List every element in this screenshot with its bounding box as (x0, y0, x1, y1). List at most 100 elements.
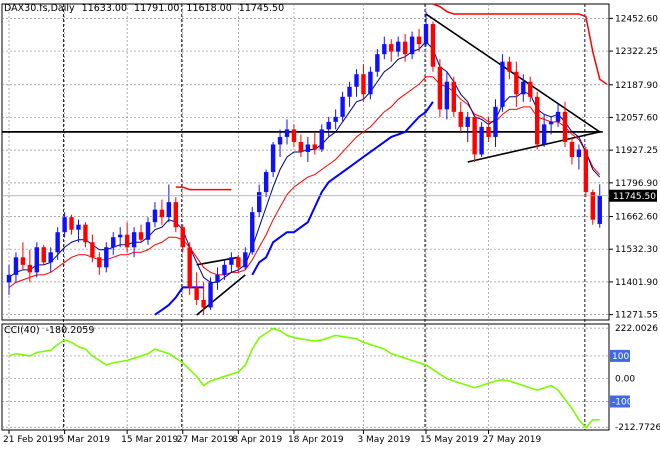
candle-body (576, 149, 582, 157)
candle-body (326, 121, 331, 130)
candle-body (451, 81, 456, 112)
cci-tick-label: 100 (612, 352, 629, 362)
trendline (196, 274, 246, 316)
price-tick-label: 11662.60 (615, 213, 658, 223)
cci-tick-label: -212.7726 (615, 423, 660, 433)
cci-value: -180.2059 (45, 325, 95, 336)
candle-body (104, 247, 109, 268)
candle-body (131, 232, 137, 248)
candle-body (215, 274, 220, 283)
x-tick-label: 8 Apr 2019 (232, 435, 282, 445)
candle-body (514, 71, 519, 95)
candle-body (291, 129, 297, 142)
candle-body (423, 24, 429, 45)
candle-body (180, 227, 185, 248)
candle-body (111, 237, 116, 248)
x-tick-label: 27 May 2019 (483, 435, 542, 445)
candle-body (465, 116, 470, 127)
candle-body (444, 81, 450, 110)
candle-body (166, 202, 172, 218)
candle-body (368, 71, 373, 95)
cci-tick-label: 222.0026 (615, 324, 658, 334)
cci-tick-label: -100 (612, 398, 633, 408)
candle-body (472, 116, 477, 155)
candle-body (229, 257, 234, 265)
candle-body (201, 299, 206, 308)
candle-body (555, 111, 561, 122)
candle-body (312, 144, 317, 150)
candle-body (382, 44, 387, 55)
x-tick-label: 15 Mar 2019 (121, 435, 178, 445)
symbol-label: DAX30.fs,Daily (4, 3, 75, 14)
x-tick-label: 5 Mar 2019 (59, 435, 111, 445)
fast-ema-line (8, 40, 601, 283)
candle-body (118, 234, 123, 238)
price-header: DAX30.fs,Daily 11633.00 11791.00 11618.0… (4, 3, 288, 14)
candle-body (69, 217, 74, 230)
candle-body (173, 202, 178, 228)
candle-body (396, 41, 401, 52)
x-tick-label: 27 Mar 2019 (177, 435, 234, 445)
candle-body (222, 264, 227, 275)
candle-body (277, 136, 283, 145)
candle-body (298, 141, 304, 152)
slow-ema-line (8, 76, 601, 288)
candle-body (347, 86, 352, 97)
candle-body (333, 116, 338, 122)
candle-body (541, 124, 547, 145)
candle-body (430, 24, 436, 67)
candle-body (159, 209, 165, 218)
price-tick-label: 12187.90 (615, 81, 658, 91)
candle-body (284, 129, 290, 137)
candle-body (97, 257, 102, 268)
candle-body (194, 287, 199, 300)
candle-body (507, 61, 512, 72)
candle-body (250, 212, 255, 253)
price-tick-label: 11927.25 (615, 146, 658, 156)
cci-level-tag (610, 395, 630, 408)
candle-body (354, 74, 359, 87)
candle-body (76, 224, 81, 230)
cci-line (8, 327, 600, 429)
candle-body (62, 217, 67, 233)
candle-body (257, 192, 262, 213)
candle-body (124, 234, 130, 248)
candle-body (548, 121, 554, 125)
candle-body (270, 144, 276, 173)
candle-body (437, 66, 443, 110)
candle-body (48, 252, 53, 263)
price-panel-frame (1, 3, 610, 321)
price-tick-label: 11532.30 (615, 245, 658, 255)
price-tick-label: 12452.60 (615, 14, 658, 24)
candle-body (590, 192, 595, 220)
candle-body (500, 61, 505, 107)
candle-body (41, 247, 46, 263)
candle-body (145, 222, 151, 240)
candle-body (583, 149, 589, 193)
x-tick-label: 18 Apr 2019 (288, 435, 344, 445)
candle-body (83, 224, 88, 243)
candle-body (187, 247, 192, 288)
cci-panel-frame (1, 323, 610, 431)
candle-body (34, 247, 39, 273)
candle-body (458, 111, 463, 127)
candle-body (20, 257, 26, 265)
close-value: 11745.50 (238, 3, 285, 14)
price-tick-label: 11796.90 (615, 179, 658, 189)
cci-header: CCI(40) -180.2059 (4, 325, 97, 336)
high-value: 11791.00 (134, 3, 180, 14)
candle-body (375, 54, 380, 72)
candle-body (389, 44, 394, 52)
candle-body (535, 96, 540, 145)
candle-body (6, 274, 12, 283)
resistance-band-line (175, 186, 232, 191)
candle-body (486, 126, 491, 137)
price-tick-label: 12057.60 (615, 113, 658, 123)
low-value: 11618.00 (186, 3, 232, 14)
candle-body (27, 264, 33, 273)
candle-body (528, 81, 533, 97)
candle-body (152, 209, 158, 223)
price-tick-label: 11401.90 (615, 278, 658, 288)
